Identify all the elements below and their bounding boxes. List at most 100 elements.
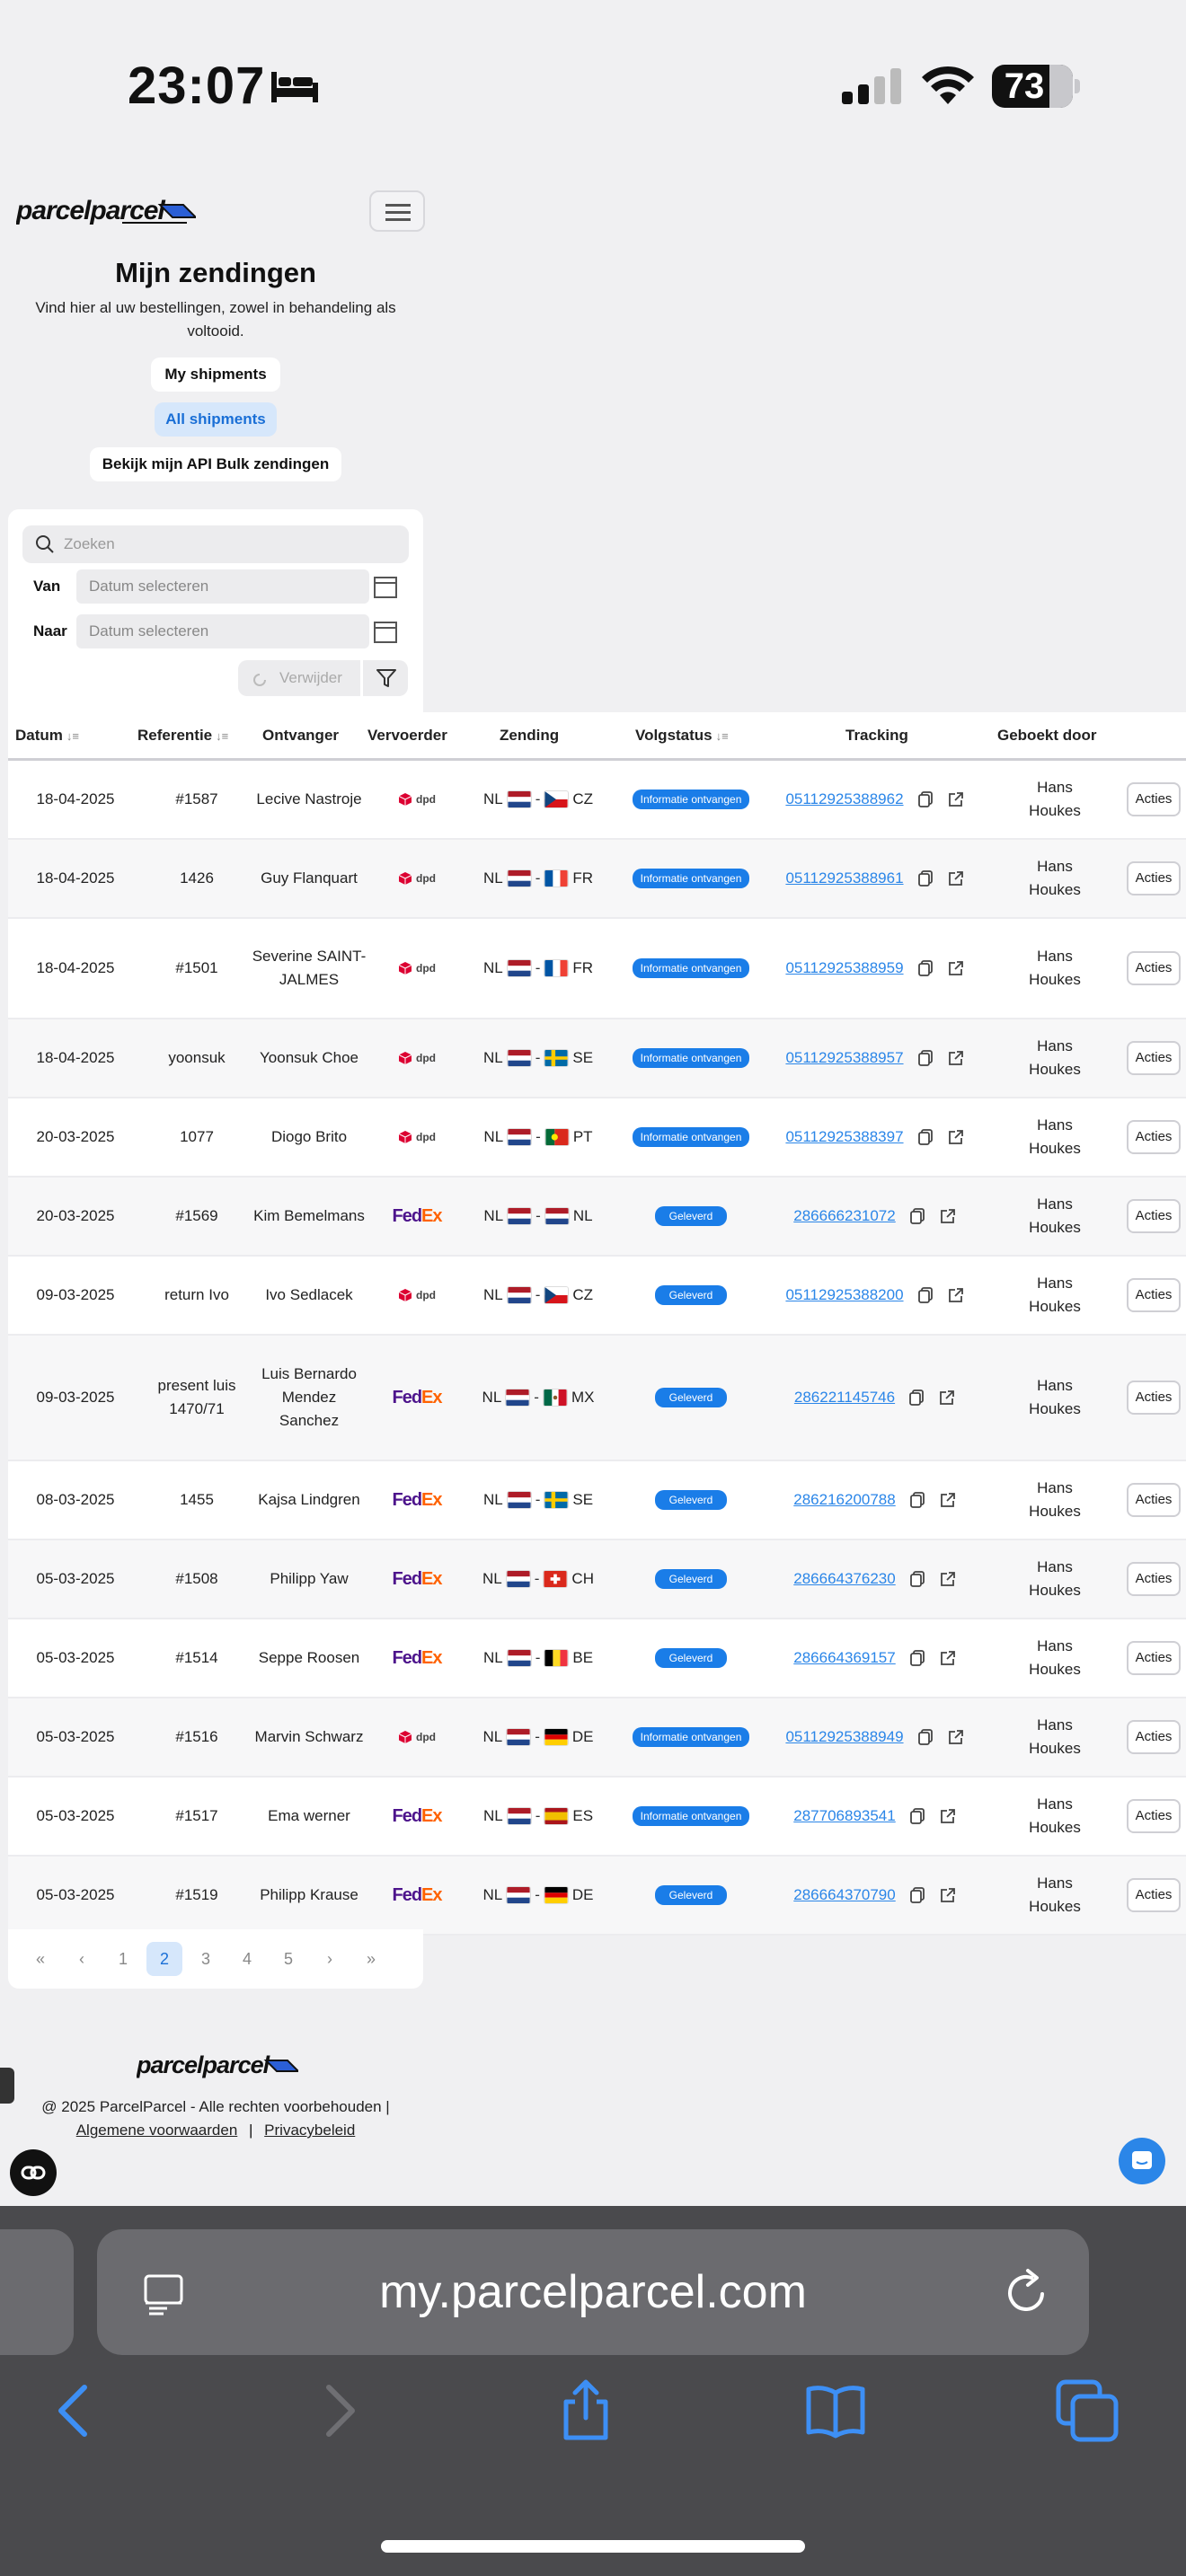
external-link-icon[interactable] (939, 1649, 957, 1667)
calendar-icon[interactable] (373, 574, 398, 599)
cell-status: Geleverd (615, 1619, 767, 1697)
actions-button[interactable]: Acties (1126, 1199, 1182, 1233)
share-icon[interactable] (553, 2378, 618, 2443)
copy-icon[interactable] (907, 1389, 925, 1407)
footer-logo[interactable]: parcelparcel (136, 2051, 301, 2082)
last-page-button[interactable]: » (366, 1950, 376, 1968)
filter-button[interactable] (361, 660, 408, 696)
copy-icon[interactable] (908, 1491, 926, 1509)
tracking-link[interactable]: 286221145746 (793, 1389, 896, 1406)
copy-icon[interactable] (916, 959, 934, 977)
external-link-icon[interactable] (947, 959, 965, 977)
tracking-link[interactable]: 286664376230 (793, 1570, 896, 1587)
external-link-icon[interactable] (947, 1128, 965, 1146)
external-link-icon[interactable] (939, 1886, 957, 1904)
accessibility-lens-button[interactable] (10, 2149, 57, 2196)
forward-icon[interactable] (305, 2378, 370, 2443)
external-link-icon[interactable] (947, 790, 965, 808)
bookmarks-icon[interactable] (803, 2378, 868, 2443)
external-link-icon[interactable] (947, 1286, 965, 1304)
terms-link[interactable]: Algemene voorwaarden (75, 2122, 238, 2139)
header-reference[interactable]: Referentie ↓≡ (137, 727, 229, 744)
tracking-link[interactable]: 05112925388200 (785, 1286, 904, 1303)
parcelparcel-logo[interactable]: parcelparcel (15, 196, 199, 228)
page-2[interactable]: 2 (146, 1942, 182, 1976)
remove-filters-button[interactable]: Verwijder (238, 660, 360, 696)
tracking-link[interactable]: 05112925388962 (785, 790, 904, 807)
actions-button[interactable]: Acties (1126, 782, 1182, 816)
tracking-link[interactable]: 286664369157 (793, 1649, 896, 1666)
page-4[interactable]: 4 (242, 1950, 252, 1968)
page-1[interactable]: 1 (118, 1950, 128, 1968)
header-date[interactable]: Datum ↓≡ (15, 727, 79, 744)
page-menu-icon[interactable] (140, 2271, 187, 2317)
calendar-icon[interactable] (373, 619, 398, 644)
address-bar[interactable]: my.parcelparcel.com (97, 2229, 1089, 2355)
actions-button[interactable]: Acties (1126, 1878, 1182, 1912)
copy-icon[interactable] (908, 1207, 926, 1225)
copy-icon[interactable] (916, 1128, 934, 1146)
side-tab-handle[interactable] (0, 2068, 14, 2104)
external-link-icon[interactable] (939, 1207, 957, 1225)
copy-icon[interactable] (916, 790, 934, 808)
to-date-field[interactable]: Datum selecteren (76, 614, 369, 648)
external-link-icon[interactable] (939, 1570, 957, 1588)
copy-icon[interactable] (916, 869, 934, 887)
actions-button[interactable]: Acties (1126, 951, 1182, 985)
destination-country: FR (572, 959, 594, 976)
actions-button[interactable]: Acties (1126, 1720, 1182, 1754)
reload-icon[interactable] (1001, 2267, 1051, 2317)
external-link-icon[interactable] (947, 869, 965, 887)
cell-actions: Acties (1122, 840, 1185, 917)
previous-tab-preview[interactable] (0, 2229, 74, 2355)
from-date-field[interactable]: Datum selecteren (76, 569, 369, 604)
actions-button[interactable]: Acties (1126, 1041, 1182, 1075)
page-3[interactable]: 3 (200, 1950, 210, 1968)
external-link-icon[interactable] (947, 1728, 965, 1746)
tracking-link[interactable]: 05112925388959 (785, 959, 904, 976)
tracking-link[interactable]: 287706893541 (793, 1807, 896, 1824)
tab-my-shipments[interactable]: My shipments (151, 357, 280, 392)
tracking-link[interactable]: 286666231072 (793, 1207, 896, 1224)
actions-button[interactable]: Acties (1126, 1381, 1182, 1415)
prev-page-button[interactable]: ‹ (79, 1950, 84, 1968)
tracking-link[interactable]: 05112925388957 (785, 1049, 904, 1066)
tracking-link[interactable]: 286216200788 (793, 1491, 896, 1508)
chat-button[interactable] (1119, 2138, 1165, 2184)
copy-icon[interactable] (908, 1886, 926, 1904)
tracking-link[interactable]: 05112925388397 (785, 1128, 904, 1145)
search-field[interactable]: Zoeken (22, 525, 409, 563)
back-icon[interactable] (43, 2378, 108, 2443)
search-input[interactable]: Zoeken (64, 535, 115, 552)
tabs-icon[interactable] (1055, 2378, 1120, 2443)
tab-all-shipments[interactable]: All shipments (155, 402, 277, 437)
actions-button[interactable]: Acties (1126, 1278, 1182, 1312)
external-link-icon[interactable] (938, 1389, 956, 1407)
tracking-link[interactable]: 05112925388961 (785, 869, 904, 887)
actions-button[interactable]: Acties (1126, 1562, 1182, 1596)
actions-button[interactable]: Acties (1126, 1641, 1182, 1675)
copy-icon[interactable] (916, 1049, 934, 1067)
actions-button[interactable]: Acties (1126, 861, 1182, 895)
url-text[interactable]: my.parcelparcel.com (379, 2266, 807, 2318)
tracking-link[interactable]: 05112925388949 (785, 1728, 904, 1745)
copy-icon[interactable] (908, 1570, 926, 1588)
tab-api-bulk-shipments[interactable]: Bekijk mijn API Bulk zendingen (90, 447, 341, 481)
privacy-link[interactable]: Privacybeleid (264, 2122, 356, 2139)
copy-icon[interactable] (916, 1728, 934, 1746)
header-tracking-status[interactable]: Volgstatus ↓≡ (635, 727, 729, 744)
next-page-button[interactable]: › (327, 1950, 332, 1968)
external-link-icon[interactable] (939, 1807, 957, 1825)
tracking-link[interactable]: 286664370790 (793, 1886, 896, 1903)
copy-icon[interactable] (908, 1649, 926, 1667)
actions-button[interactable]: Acties (1126, 1483, 1182, 1517)
hamburger-menu-button[interactable] (369, 190, 425, 232)
copy-icon[interactable] (908, 1807, 926, 1825)
actions-button[interactable]: Acties (1126, 1799, 1182, 1833)
first-page-button[interactable]: « (35, 1950, 45, 1968)
page-5[interactable]: 5 (283, 1950, 293, 1968)
actions-button[interactable]: Acties (1126, 1120, 1182, 1154)
external-link-icon[interactable] (947, 1049, 965, 1067)
copy-icon[interactable] (916, 1286, 934, 1304)
external-link-icon[interactable] (939, 1491, 957, 1509)
